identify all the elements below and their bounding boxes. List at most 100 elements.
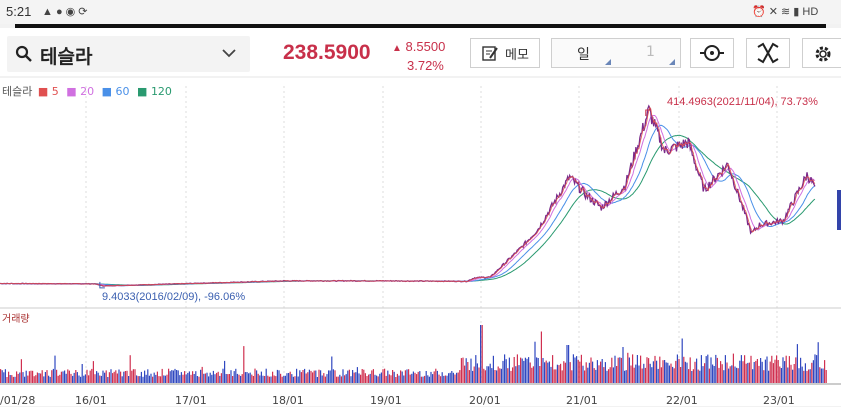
- volume-bar: [734, 366, 736, 383]
- volume-bar: [667, 362, 669, 383]
- volume-bar: [288, 373, 290, 383]
- volume-bar: [683, 356, 685, 383]
- volume-bar: [3, 372, 5, 383]
- period-selector[interactable]: 일 1: [551, 38, 681, 68]
- volume-bar: [819, 367, 821, 383]
- volume-bar: [483, 368, 485, 383]
- volume-bar: [238, 374, 240, 383]
- volume-bar: [35, 375, 37, 383]
- chevron-down-icon[interactable]: [221, 45, 237, 61]
- volume-bar: [803, 370, 805, 383]
- period-unit[interactable]: 일: [577, 47, 590, 63]
- volume-bar: [507, 368, 509, 383]
- volume-bar: [44, 372, 46, 383]
- volume-bar: [422, 376, 424, 383]
- chart-canvas[interactable]: [0, 78, 841, 406]
- status-time: 5:21: [6, 4, 32, 19]
- volume-bar: [203, 373, 205, 383]
- volume-bar: [313, 370, 315, 383]
- volume-bar: [780, 368, 782, 383]
- volume-bar: [433, 371, 435, 383]
- volume-bar: [601, 359, 603, 383]
- volume-bar: [372, 369, 374, 383]
- volume-label: 거래량: [2, 314, 30, 325]
- volume-bar: [740, 355, 742, 383]
- volume-bar: [217, 371, 219, 383]
- crosshair-button[interactable]: [690, 38, 734, 68]
- volume-bar: [131, 370, 133, 383]
- memo-button[interactable]: 메모: [470, 38, 540, 68]
- volume-bar: [582, 365, 584, 383]
- ma-20-line: [0, 115, 816, 287]
- compare-button[interactable]: [746, 38, 790, 68]
- volume-bar: [627, 352, 629, 383]
- volume-bar: [436, 370, 438, 383]
- settings-button[interactable]: [802, 38, 841, 68]
- volume-bar: [566, 345, 568, 383]
- stock-search-box[interactable]: 테슬라: [7, 36, 250, 72]
- volume-bar: [577, 359, 579, 383]
- volume-bar: [401, 371, 403, 383]
- volume-bar: [654, 355, 656, 383]
- volume-bar: [198, 376, 200, 383]
- volume-bar: [620, 357, 622, 383]
- volume-bar: [662, 360, 664, 383]
- volume-bar: [275, 376, 277, 383]
- period-count[interactable]: 1: [646, 44, 655, 60]
- volume-bar: [140, 371, 142, 383]
- volume-bar: [72, 375, 74, 383]
- volume-bar: [550, 366, 552, 383]
- volume-bar: [9, 375, 11, 383]
- volume-bar: [406, 369, 408, 383]
- stock-name: 테슬라: [40, 46, 93, 68]
- volume-bar: [414, 372, 416, 383]
- volume-bar: [694, 361, 696, 383]
- volume-bar: [40, 373, 42, 383]
- ma-60-line: [0, 124, 816, 287]
- volume-bar: [209, 372, 211, 383]
- volume-bar: [94, 374, 96, 383]
- low-annotation: 9.4033(2016/02/09), -96.06%: [102, 291, 246, 303]
- price-chart[interactable]: 테슬라 ■ 5 ■ 20 ■ 60 ■ 120 414.4963(2021/11…: [0, 78, 841, 407]
- volume-bar: [488, 366, 490, 383]
- volume-bar: [46, 370, 48, 383]
- volume-bar: [624, 370, 626, 383]
- volume-bar: [612, 367, 614, 383]
- volume-bar: [616, 366, 618, 383]
- volume-bar: [782, 357, 784, 383]
- volume-bar: [177, 370, 179, 383]
- volume-bar: [216, 372, 218, 383]
- volume-bar: [214, 374, 216, 383]
- volume-bar: [329, 370, 331, 383]
- volume-bar: [569, 362, 571, 383]
- volume-bar: [798, 368, 800, 383]
- volume-bar: [78, 375, 80, 383]
- volume-bar: [286, 373, 288, 383]
- volume-bar: [345, 374, 347, 383]
- volume-bar: [315, 370, 317, 383]
- volume-bar: [171, 370, 173, 383]
- volume-bar: [484, 370, 486, 383]
- volume-bar: [262, 375, 264, 383]
- volume-bar: [195, 371, 197, 383]
- volume-bar: [649, 363, 651, 383]
- legend-ma-60: ■ 60: [101, 85, 130, 98]
- volume-bar: [497, 366, 499, 383]
- volume-bar: [164, 375, 166, 383]
- volume-bar: [110, 369, 112, 383]
- volume-bar: [129, 355, 131, 383]
- volume-bar: [326, 374, 328, 383]
- volume-bar: [259, 375, 261, 383]
- volume-bar: [328, 370, 330, 383]
- scroll-indicator[interactable]: [837, 190, 841, 230]
- volume-bar: [292, 376, 294, 383]
- volume-bar: [432, 374, 434, 383]
- volume-bar: [206, 372, 208, 383]
- volume-bar: [633, 367, 635, 383]
- volume-bar: [428, 376, 430, 383]
- volume-bar: [425, 371, 427, 383]
- volume-bar: [739, 360, 741, 383]
- volume-bar: [515, 366, 517, 383]
- volume-bar: [116, 373, 118, 383]
- volume-bar: [163, 375, 165, 383]
